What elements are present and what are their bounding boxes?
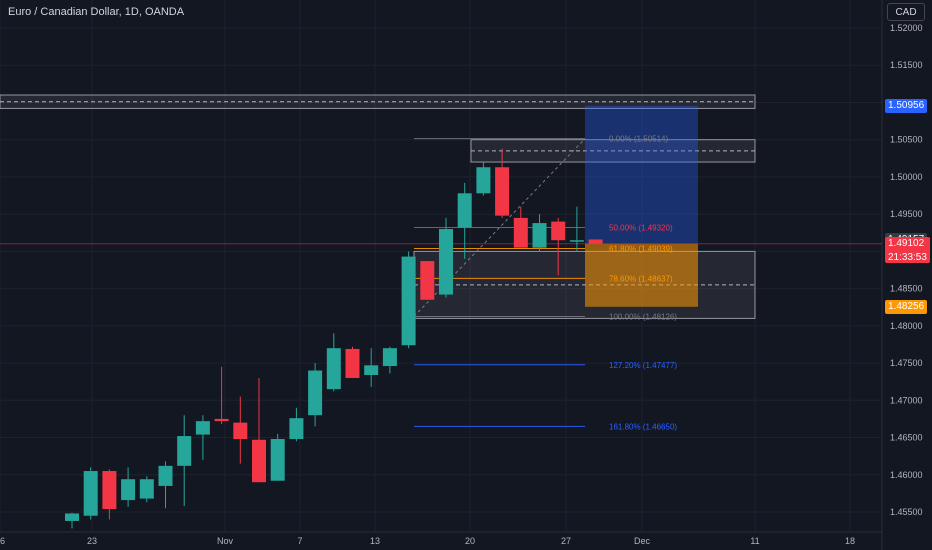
y-tick-label-0: 1.52000 bbox=[890, 23, 923, 33]
candle-body-26 bbox=[551, 221, 566, 241]
target-price-tag: 1.50956 bbox=[885, 98, 928, 113]
fib-label-5: 127.20% (1.47477) bbox=[609, 361, 677, 370]
fib-label-4: 100.00% (1.48126) bbox=[609, 312, 677, 321]
candle-body-23 bbox=[495, 167, 510, 216]
candle-body-6 bbox=[177, 436, 192, 466]
y-tick-label-4: 1.50000 bbox=[890, 172, 923, 182]
candle-body-1 bbox=[83, 471, 98, 516]
fib-label-0: 0.00% (1.50514) bbox=[609, 135, 668, 144]
position-loss-zone bbox=[585, 243, 698, 307]
x-tick-label-2: Nov bbox=[217, 536, 234, 546]
x-tick-label-9: 18 bbox=[845, 536, 855, 546]
target-price-tag-value: 1.50956 bbox=[888, 99, 925, 111]
fib-label-6: 161.80% (1.46650) bbox=[609, 422, 677, 431]
candle-body-15 bbox=[345, 348, 360, 378]
candle-body-21 bbox=[457, 193, 472, 228]
x-tick-label-1: 23 bbox=[87, 536, 97, 546]
candle-body-2 bbox=[102, 471, 117, 510]
y-tick-label-11: 1.46500 bbox=[890, 433, 923, 443]
candle-body-25 bbox=[532, 223, 547, 248]
current-price-tag-countdown: 21:33:53 bbox=[888, 251, 927, 263]
current-price-tag: 1.49102 21:33:53 bbox=[885, 236, 930, 263]
stop-price-tag-value: 1.48256 bbox=[888, 300, 925, 312]
candle-body-3 bbox=[121, 479, 136, 501]
candle-body-0 bbox=[65, 513, 79, 521]
candle-body-4 bbox=[139, 479, 154, 499]
candle-body-28 bbox=[588, 239, 603, 244]
y-tick-label-3: 1.50500 bbox=[890, 135, 923, 145]
x-tick-label-0: 16 bbox=[0, 536, 5, 546]
candle-body-27 bbox=[569, 240, 584, 242]
symbol-title: Euro / Canadian Dollar, 1D, OANDA bbox=[8, 6, 185, 18]
candle-body-11 bbox=[270, 439, 285, 481]
x-tick-label-4: 13 bbox=[370, 536, 380, 546]
candle-body-19 bbox=[420, 261, 435, 300]
candle-body-9 bbox=[233, 422, 248, 440]
y-tick-label-8: 1.48000 bbox=[890, 321, 923, 331]
stop-price-tag: 1.48256 bbox=[885, 299, 928, 314]
candle-body-17 bbox=[382, 348, 397, 367]
y-tick-label-9: 1.47500 bbox=[890, 358, 923, 368]
y-tick-label-13: 1.45500 bbox=[890, 507, 923, 517]
position-profit-zone bbox=[585, 105, 698, 244]
supply-zone-top bbox=[0, 94, 756, 109]
y-tick-label-5: 1.49500 bbox=[890, 209, 923, 219]
x-tick-label-7: Dec bbox=[634, 536, 651, 546]
candle-body-12 bbox=[289, 418, 304, 440]
currency-button[interactable]: CAD bbox=[887, 3, 925, 21]
fib-label-2: 61.80% (1.49039) bbox=[609, 244, 673, 253]
x-tick-label-8: 11 bbox=[750, 536, 759, 546]
y-tick-label-7: 1.48500 bbox=[890, 284, 923, 294]
candle-body-8 bbox=[214, 418, 229, 422]
candle-body-18 bbox=[401, 256, 416, 346]
candle-body-22 bbox=[476, 167, 491, 194]
candle-body-24 bbox=[513, 217, 528, 248]
y-tick-label-1: 1.51500 bbox=[890, 60, 923, 70]
candle-body-14 bbox=[326, 348, 341, 390]
x-tick-label-6: 27 bbox=[561, 536, 571, 546]
candle-body-10 bbox=[252, 439, 266, 483]
fib-label-3: 78.60% (1.48637) bbox=[609, 274, 673, 283]
fib-label-1: 50.00% (1.49320) bbox=[609, 224, 673, 233]
candle-body-5 bbox=[158, 465, 173, 486]
y-tick-label-12: 1.46000 bbox=[890, 470, 923, 480]
x-tick-label-3: 7 bbox=[297, 536, 302, 546]
y-tick-label-10: 1.47000 bbox=[890, 395, 923, 405]
candle-body-20 bbox=[439, 229, 453, 295]
current-price-tag-value: 1.49102 bbox=[888, 237, 925, 249]
candle-body-7 bbox=[195, 421, 210, 435]
candle-body-13 bbox=[308, 370, 323, 416]
fib-trend-line bbox=[413, 138, 586, 317]
x-tick-label-5: 20 bbox=[465, 536, 475, 546]
candle-body-16 bbox=[364, 365, 379, 375]
